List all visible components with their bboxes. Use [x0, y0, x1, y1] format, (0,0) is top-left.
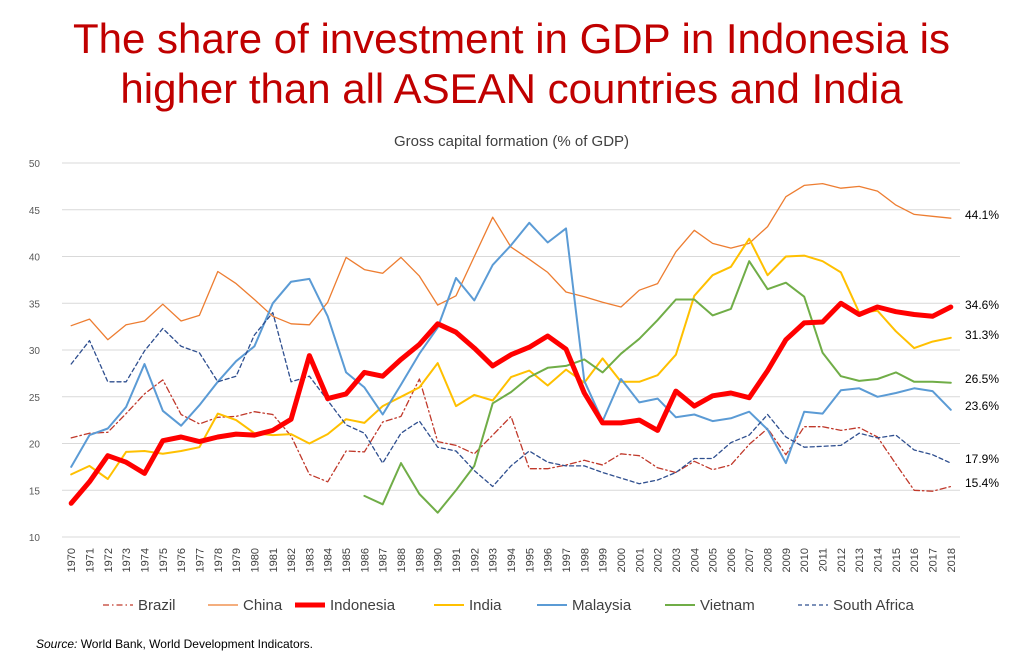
x-tick-label-2012: 2012: [836, 548, 848, 572]
source-label: Source:: [36, 637, 78, 651]
x-tick-label-1994: 1994: [506, 548, 518, 572]
x-tick-label-2014: 2014: [873, 548, 885, 572]
x-tick-label-1987: 1987: [378, 548, 390, 572]
series-line-brazil: [70, 378, 952, 492]
x-tick-label-1975: 1975: [158, 548, 170, 572]
source-text: World Bank, World Development Indicators…: [77, 637, 314, 651]
x-tick-label-2011: 2011: [818, 548, 830, 572]
legend-label-china: China: [243, 597, 283, 614]
end-label-vietnam: 26.5%: [965, 372, 999, 386]
x-tick-label-2000: 2000: [616, 548, 628, 572]
x-tick-label-1978: 1978: [213, 548, 225, 572]
x-tick-label-2015: 2015: [891, 548, 903, 572]
x-tick-label-2002: 2002: [653, 548, 665, 572]
end-label-indonesia: 34.6%: [965, 298, 999, 312]
x-tick-label-1985: 1985: [341, 548, 353, 572]
series-line-indonesia: [68, 300, 954, 506]
y-tick-label-40: 40: [29, 253, 41, 264]
title-line-1: The share of investment in GDP in Indone…: [72, 15, 951, 62]
end-label-brazil: 15.4%: [965, 476, 999, 490]
y-tick-label-10: 10: [29, 533, 41, 544]
x-tick-label-1981: 1981: [268, 548, 280, 572]
legend-label-india: India: [469, 597, 502, 614]
end-label-malaysia: 23.6%: [965, 399, 999, 413]
y-tick-label-50: 50: [29, 159, 41, 170]
x-tick-label-2004: 2004: [689, 548, 701, 572]
x-tick-label-1976: 1976: [176, 548, 188, 572]
x-tick-label-1998: 1998: [579, 548, 591, 572]
x-tick-label-2008: 2008: [763, 548, 775, 572]
x-tick-label-1980: 1980: [249, 548, 261, 572]
x-tick-label-1986: 1986: [359, 548, 371, 572]
x-tick-label-2009: 2009: [781, 548, 793, 572]
x-tick-label-1971: 1971: [84, 548, 96, 572]
x-tick-label-1989: 1989: [414, 548, 426, 572]
x-tick-label-1993: 1993: [488, 548, 500, 572]
series-line-china: [70, 182, 952, 341]
series-line-india: [70, 237, 952, 480]
x-tick-label-1995: 1995: [524, 548, 536, 572]
x-tick-label-2003: 2003: [671, 548, 683, 572]
legend-label-vietnam: Vietnam: [700, 597, 755, 614]
x-tick-label-1996: 1996: [543, 548, 555, 572]
y-tick-label-35: 35: [29, 299, 41, 310]
y-tick-label-15: 15: [29, 486, 41, 497]
x-tick-label-2016: 2016: [909, 548, 921, 572]
chart-title: The share of investment in GDP in Indone…: [0, 14, 1023, 114]
x-tick-label-2010: 2010: [799, 548, 811, 572]
x-tick-label-2001: 2001: [634, 548, 646, 572]
y-tick-label-45: 45: [29, 206, 41, 217]
title-line-2: higher than all ASEAN countries and Indi…: [120, 65, 903, 112]
x-tick-label-1970: 1970: [66, 548, 78, 572]
x-tick-label-2005: 2005: [708, 548, 720, 572]
x-tick-label-1992: 1992: [469, 548, 481, 572]
x-tick-label-2013: 2013: [854, 548, 866, 572]
legend-label-brazil: Brazil: [138, 597, 176, 614]
y-tick-label-30: 30: [29, 346, 41, 357]
x-tick-label-1990: 1990: [433, 548, 445, 572]
x-tick-label-2006: 2006: [726, 548, 738, 572]
x-tick-label-1997: 1997: [561, 548, 573, 572]
x-tick-label-1988: 1988: [396, 548, 408, 572]
source-note: Source: World Bank, World Development In…: [36, 637, 313, 651]
legend-label-south-africa: South Africa: [833, 597, 915, 614]
y-tick-label-20: 20: [29, 440, 41, 451]
x-tick-label-1991: 1991: [451, 548, 463, 572]
x-tick-label-1977: 1977: [194, 548, 206, 572]
end-label-south-africa: 17.9%: [965, 452, 999, 466]
series-line-vietnam: [363, 260, 952, 514]
x-tick-label-2017: 2017: [928, 548, 940, 572]
legend-label-indonesia: Indonesia: [330, 597, 396, 614]
x-tick-label-1979: 1979: [231, 548, 243, 572]
chart-subtitle: Gross capital formation (% of GDP): [393, 133, 630, 150]
series-line-malaysia: [70, 221, 952, 468]
x-tick-label-2018: 2018: [946, 548, 958, 572]
x-tick-label-1984: 1984: [323, 548, 335, 572]
end-label-india: 31.3%: [965, 328, 999, 342]
x-tick-label-1999: 1999: [598, 548, 610, 572]
y-tick-label-25: 25: [29, 393, 41, 404]
x-tick-label-1973: 1973: [121, 548, 133, 572]
x-tick-label-1974: 1974: [139, 548, 151, 572]
x-tick-label-1972: 1972: [103, 548, 115, 572]
x-tick-label-1982: 1982: [286, 548, 298, 572]
x-tick-label-1983: 1983: [304, 548, 316, 572]
end-label-china: 44.1%: [965, 208, 999, 222]
legend-label-malaysia: Malaysia: [572, 597, 632, 614]
x-tick-label-2007: 2007: [744, 548, 756, 572]
series-line-south-africa: [70, 311, 952, 488]
